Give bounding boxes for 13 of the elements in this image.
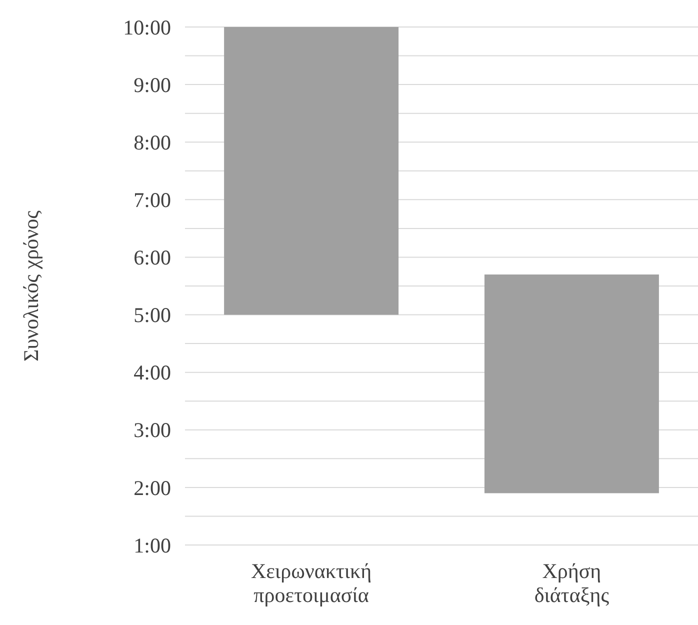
y-tick-label: 7:00 [134,188,171,212]
y-tick-label: 2:00 [134,476,171,500]
y-axis-title: Συνολικός χρόνος [19,210,43,362]
y-tick-label: 10:00 [123,15,171,40]
y-tick-label: 5:00 [134,303,171,328]
y-tick-label: 1:00 [134,533,171,558]
x-tick-label: Χειρωνακτική προετοιμασία [250,559,372,607]
y-tick-label: 6:00 [134,246,171,270]
y-tick-label: 3:00 [134,418,171,442]
y-tick-label: 8:00 [134,130,171,154]
y-tick-label: 4:00 [134,360,171,385]
x-tick-label: Χρήση διάταξης [534,559,610,607]
y-tick-label: 9:00 [134,72,171,97]
